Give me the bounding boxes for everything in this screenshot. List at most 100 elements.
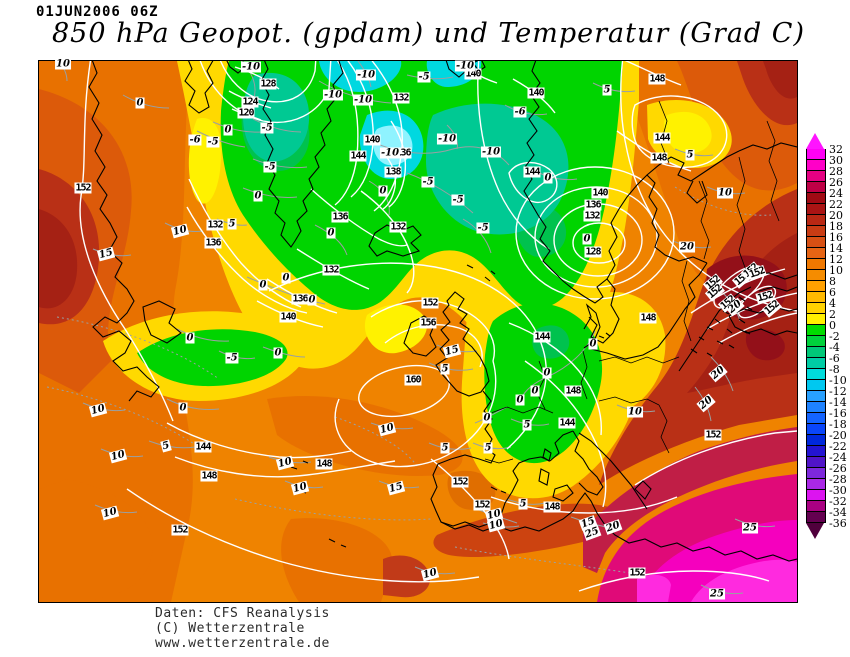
temperature-contour-label: 0 — [307, 294, 317, 306]
geopotential-contour-label: 132 — [583, 210, 601, 222]
geopotential-contour-label: 152 — [171, 524, 189, 536]
colorbar-cell — [807, 347, 825, 358]
geopotential-contour-label: 124 — [241, 96, 259, 108]
colorbar-cells — [806, 149, 826, 523]
temperature-contour-label: -10 — [322, 89, 344, 101]
geopotential-contour-label: 138 — [384, 166, 402, 178]
colorbar-cell — [807, 413, 825, 424]
temperature-contour-label: 0 — [258, 279, 268, 291]
temperature-contour-label: 0 — [588, 338, 598, 350]
map-canvas — [39, 61, 797, 602]
colorbar-cell — [807, 446, 825, 457]
geopotential-contour-label: 144 — [349, 150, 367, 162]
colorbar-tick-label: 26 — [829, 176, 843, 189]
colorbar-cell — [807, 358, 825, 369]
geopotential-contour-label: 148 — [648, 73, 666, 85]
temperature-contour-label: 0 — [542, 367, 552, 379]
colorbar-cell — [807, 215, 825, 226]
colorbar-tick-label: -10 — [829, 374, 847, 387]
temperature-contour-label: 10 — [55, 58, 71, 70]
geopotential-contour-label: 148 — [650, 152, 668, 164]
temperature-contour-label: 10 — [486, 517, 506, 533]
temperature-contour-label: 15 — [96, 246, 116, 262]
colorbar-tick-label: -20 — [829, 429, 847, 442]
temperature-contour-label: 5 — [440, 363, 450, 375]
colorbar-tick-label: 22 — [829, 198, 843, 211]
temperature-contour-label: 10 — [627, 406, 643, 418]
geopotential-contour-label: 144 — [653, 132, 671, 144]
geopotential-contour-label: 136 — [204, 237, 222, 249]
geopotential-contour-label: 140 — [464, 68, 482, 80]
colorbar-tick-label: -22 — [829, 440, 847, 453]
colorbar-tick-label: -14 — [829, 396, 847, 409]
colorbar-tick-label: 24 — [829, 187, 843, 200]
colorbar-tick-label: 6 — [829, 286, 836, 299]
temperature-contour-label: 0 — [543, 172, 553, 184]
geopotential-contour-label: 148 — [564, 385, 582, 397]
geopotential-contour-label: 132 — [322, 264, 340, 276]
colorbar-tick-label: -12 — [829, 385, 847, 398]
temperature-contour-label: -5 — [421, 176, 435, 188]
colorbar-tick-label: -34 — [829, 506, 847, 519]
temperature-contours-minor — [46, 186, 772, 576]
geopotential-contour-label: 148 — [639, 312, 657, 324]
temperature-contour-label: 10 — [290, 480, 310, 496]
temperature-contour-label: -5 — [263, 161, 277, 173]
temperature-contour-label: -5 — [451, 194, 465, 206]
temperature-contour-label: 0 — [185, 332, 195, 344]
colorbar-tick-label: 4 — [829, 297, 836, 310]
colorbar-cell — [807, 204, 825, 215]
geopotential-contour-label: 140 — [527, 87, 545, 99]
temperature-contour-label: 5 — [440, 442, 450, 454]
colorbar-tick-label: 30 — [829, 154, 843, 167]
colorbar-tick-label: 14 — [829, 242, 843, 255]
geopotential-contour-label: 128 — [259, 78, 277, 90]
colorbar-cell — [807, 391, 825, 402]
colorbar-tick-label: 28 — [829, 165, 843, 178]
temperature-contour-label: 0 — [135, 97, 145, 109]
colorbar-cell — [807, 369, 825, 380]
colorbar-tick-label: -16 — [829, 407, 847, 420]
colorbar-tick-label: -26 — [829, 462, 847, 475]
temperature-contour-label: -6 — [513, 106, 527, 118]
temperature-contour-label: 5 — [602, 84, 612, 96]
temperature-contour-label: -10 — [240, 61, 262, 73]
colorbar-arrow-up-icon — [806, 133, 824, 149]
temperature-contour-label: -6 — [188, 134, 202, 146]
colorbar-tick-label: 12 — [829, 253, 843, 266]
colorbar-tick-label: -4 — [829, 341, 840, 354]
colorbar-tick-label: 16 — [829, 231, 843, 244]
temperature-contour-label: 10 — [717, 187, 733, 199]
colorbar-cell — [807, 424, 825, 435]
geopotential-contour-label: 152 — [74, 182, 92, 194]
temperature-contour-label: 0 — [273, 347, 283, 359]
temperature-contour-label: 10 — [420, 566, 440, 582]
geopotential-contour-label: 148 — [315, 458, 333, 470]
colorbar-tick-label: -32 — [829, 495, 847, 508]
temperature-contour-label: 0 — [326, 227, 336, 239]
colorbar-cell — [807, 259, 825, 270]
colorbar-cell — [807, 435, 825, 446]
colorbar-cell — [807, 270, 825, 281]
geopotential-contour-label: 132 — [392, 92, 410, 104]
geopotential-contour-label: 132 — [206, 219, 224, 231]
temperature-contour-label: 0 — [223, 124, 233, 136]
colorbar-cell — [807, 248, 825, 259]
colorbar-tick-label: 8 — [829, 275, 836, 288]
temperature-contour-label: 25 — [709, 588, 725, 600]
temperature-contour-label: 10 — [275, 455, 295, 471]
colorbar-cell — [807, 490, 825, 501]
geopotential-contour-label: 136 — [291, 293, 309, 305]
temperature-contour-label: 5 — [483, 442, 493, 454]
geopotential-contour-label: 140 — [279, 311, 297, 323]
geopotential-contour-label: 156 — [419, 317, 437, 329]
colorbar-cell — [807, 182, 825, 193]
geopotential-contour-label: 152 — [473, 499, 491, 511]
credits-line-data: Daten: CFS Reanalysis — [155, 606, 330, 621]
temperature-contour-label: 0 — [378, 185, 388, 197]
temperature-contour-label: 0 — [515, 394, 525, 406]
colorbar-cell — [807, 336, 825, 347]
geopotential-contour-label: 144 — [533, 331, 551, 343]
temperature-contour-label: 10 — [377, 421, 397, 437]
temperature-contour-label: 10 — [170, 223, 190, 239]
